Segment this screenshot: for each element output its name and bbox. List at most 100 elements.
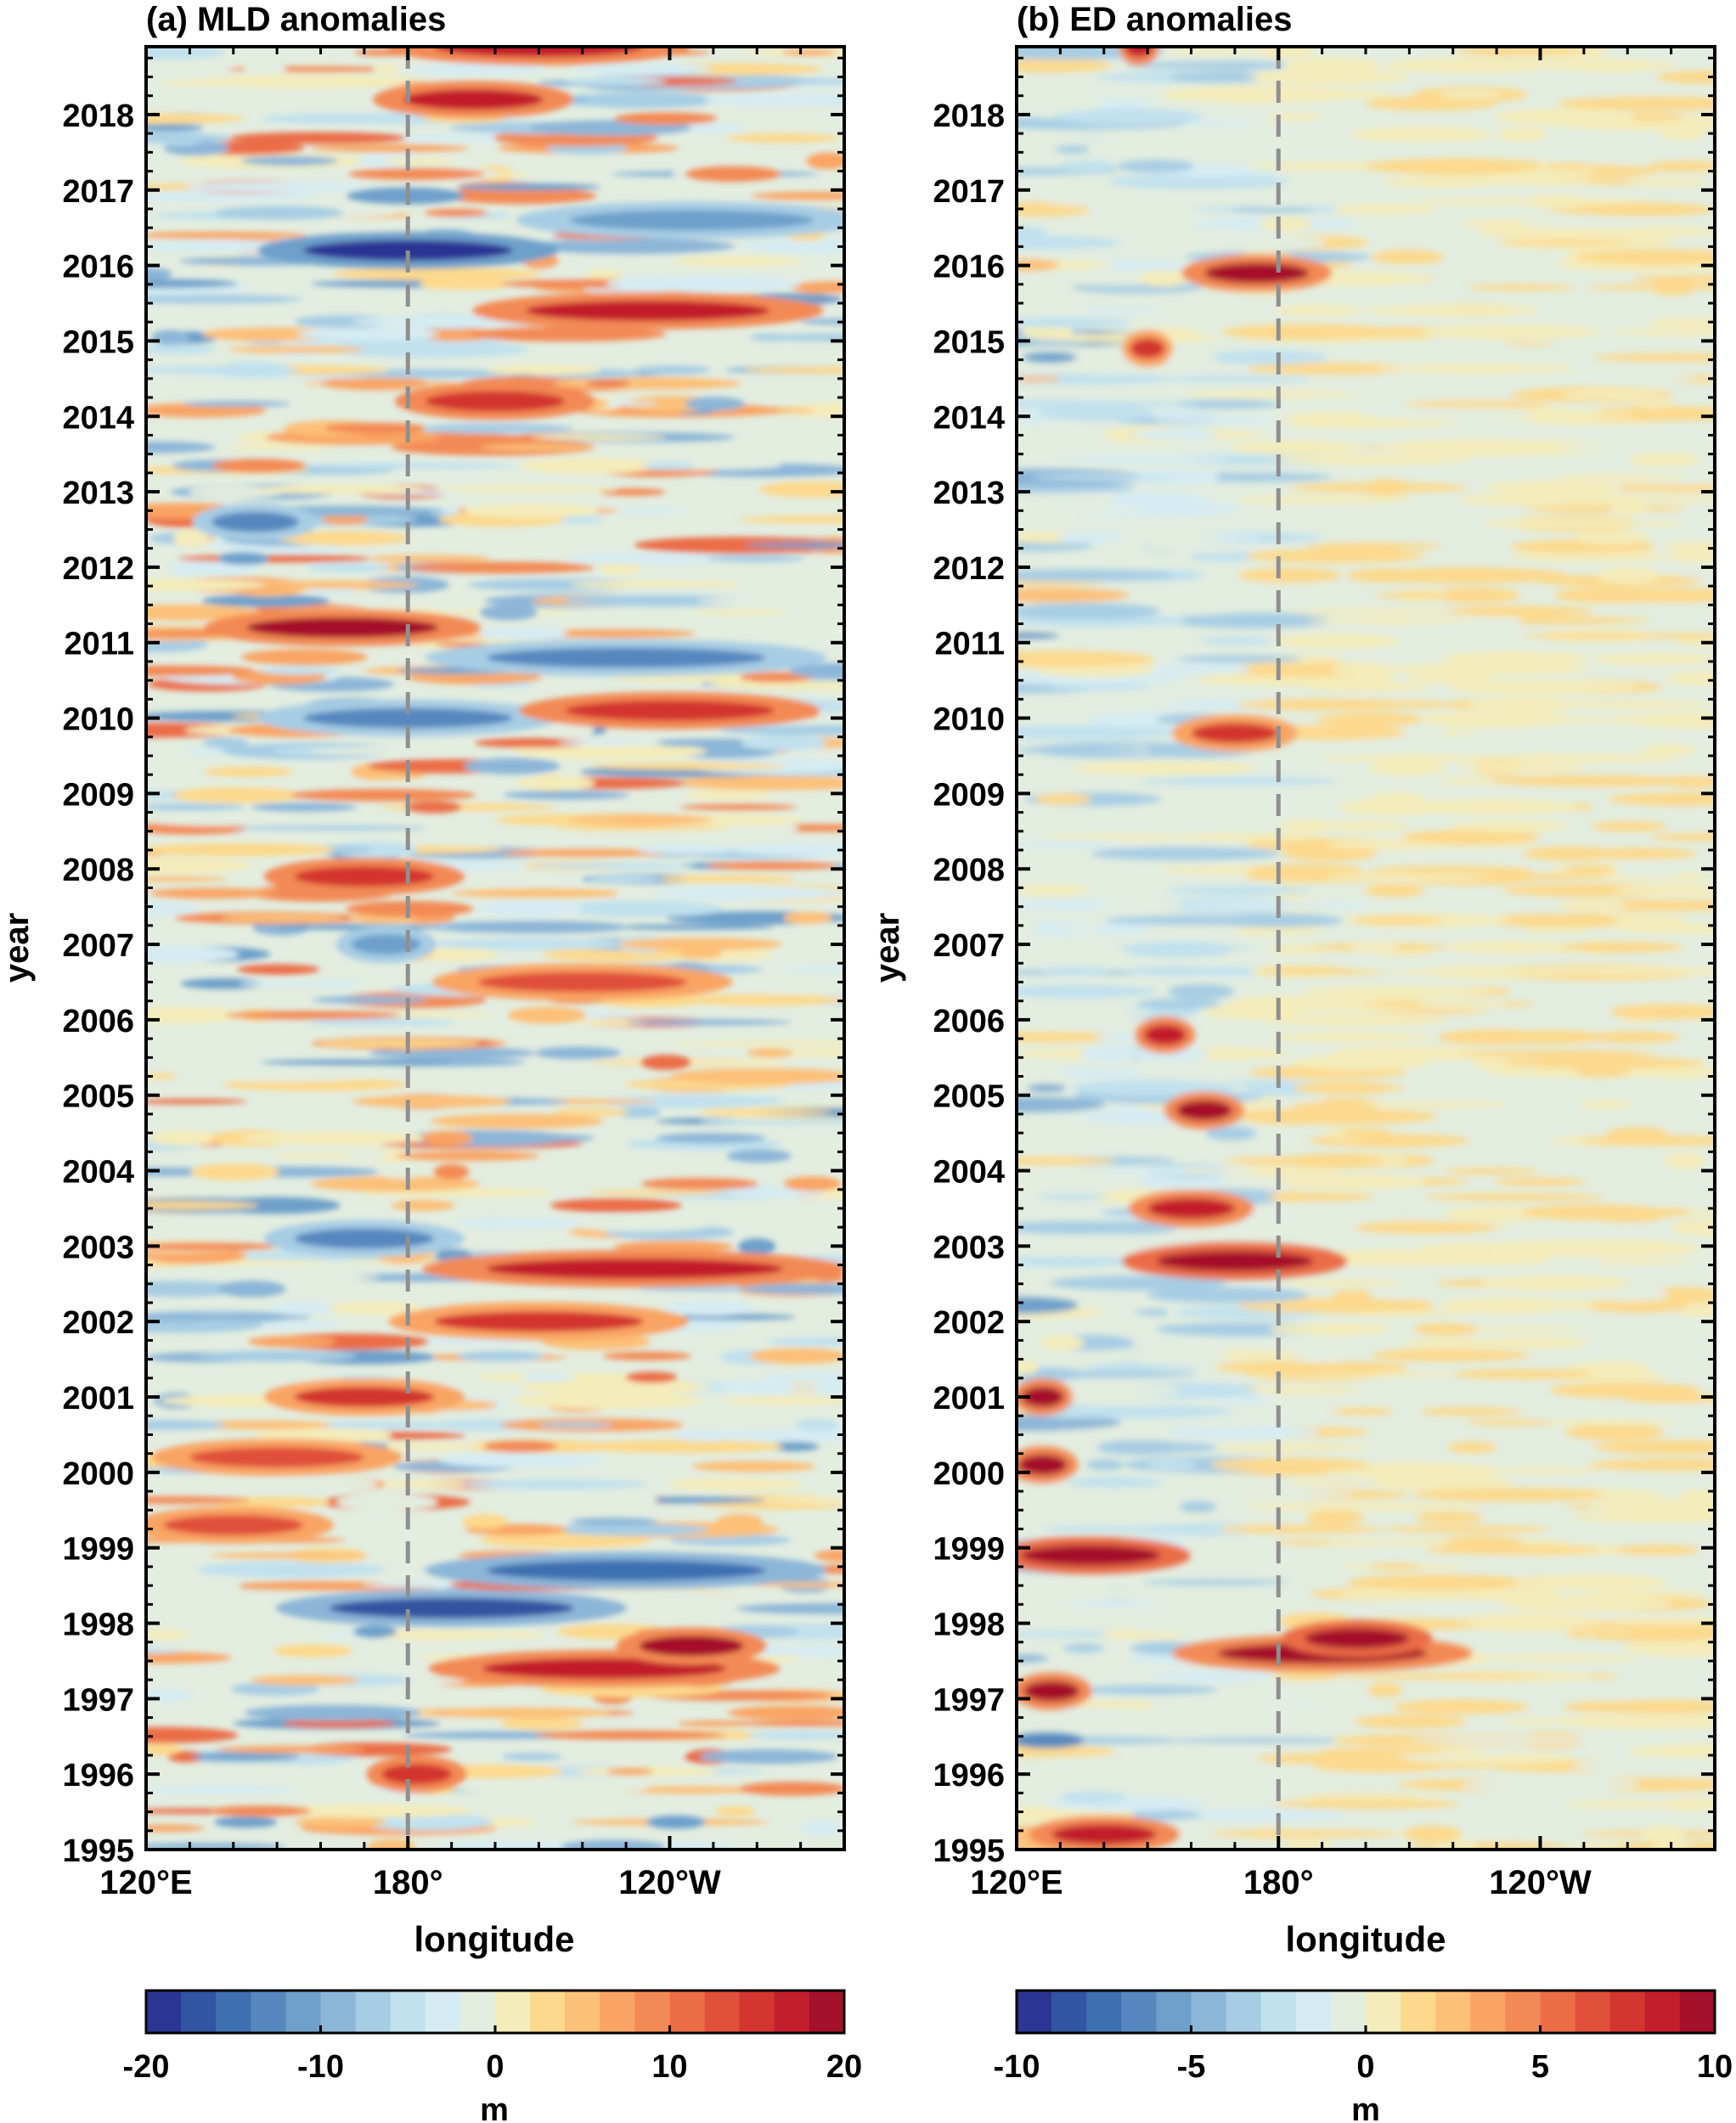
anomaly-patch xyxy=(1553,587,1676,604)
anomaly-patch xyxy=(1319,1748,1446,1755)
anomaly-patch xyxy=(418,423,574,434)
anomaly-patch xyxy=(1017,373,1174,385)
anomaly-patch xyxy=(1592,1289,1670,1302)
anomaly-patch xyxy=(671,1040,844,1046)
y-tick-label: 2018 xyxy=(62,99,134,134)
y-tick-label: 2006 xyxy=(62,1004,134,1039)
y-tick-label: 2015 xyxy=(62,324,134,360)
anomaly-patch xyxy=(1246,1502,1455,1512)
anomaly-patch xyxy=(146,365,302,374)
panel-a-title: (a) MLD anomalies xyxy=(146,1,446,38)
anomaly-patch xyxy=(1310,821,1412,831)
anomaly-patch xyxy=(308,746,468,756)
y-tick-label: 2006 xyxy=(933,1004,1005,1039)
y-tick-label: 2017 xyxy=(933,174,1005,210)
anomaly-patch xyxy=(1592,352,1715,362)
anomaly-patch xyxy=(429,938,627,950)
anomaly-patch xyxy=(190,1753,299,1760)
anomaly-patch xyxy=(214,1816,278,1828)
anomaly-patch xyxy=(533,629,696,638)
anomaly-patch xyxy=(1510,549,1669,562)
anomaly-patch xyxy=(1117,160,1195,173)
anomaly-patch xyxy=(546,723,595,738)
anomaly-patch xyxy=(149,887,275,899)
anomaly-patch xyxy=(146,1420,227,1430)
x-tick-label: 180° xyxy=(373,1864,443,1901)
anomaly-patch xyxy=(1383,1525,1552,1533)
anomaly-patch xyxy=(566,552,736,565)
colorbar-level xyxy=(1260,1991,1297,2033)
anomaly-patch xyxy=(214,206,345,220)
anomaly-patch xyxy=(1017,1744,1117,1758)
anomaly-patch xyxy=(1139,271,1188,287)
anomaly-patch xyxy=(565,77,667,86)
anomaly-patch xyxy=(716,1513,764,1529)
anomaly-patch xyxy=(542,269,587,279)
anomaly-patch xyxy=(419,277,513,290)
anomaly-patch xyxy=(1184,391,1360,398)
colorbar-level xyxy=(809,1991,845,2033)
anomaly-patch xyxy=(1467,284,1576,291)
anomaly-patch xyxy=(568,1150,689,1162)
anomaly-patch xyxy=(420,1130,473,1146)
anomaly-patch xyxy=(553,1108,631,1117)
anomaly-patch xyxy=(1149,1698,1277,1712)
anomaly-patch xyxy=(146,1824,205,1833)
anomaly-patch xyxy=(1593,1439,1715,1455)
anomaly-patch xyxy=(1520,1574,1669,1591)
anomaly-patch xyxy=(584,269,624,279)
anomaly-patch xyxy=(690,1383,844,1390)
anomaly-patch xyxy=(201,594,330,607)
anomaly-patch xyxy=(1132,801,1320,814)
anomaly-patch xyxy=(535,1046,621,1060)
anomaly-patch xyxy=(1635,399,1672,409)
anomaly-patch xyxy=(1350,942,1401,953)
anomaly-patch xyxy=(1500,1595,1672,1612)
anomaly-patch xyxy=(781,1645,844,1657)
anomaly-patch xyxy=(638,1286,766,1292)
anomaly-patch xyxy=(656,1133,766,1144)
anomaly-patch xyxy=(706,555,805,563)
anomaly-patch xyxy=(1038,405,1155,422)
anomaly-patch xyxy=(560,1839,666,1850)
anomaly-patch xyxy=(699,1109,832,1116)
anomaly-patch xyxy=(1401,830,1541,845)
anomaly-patch xyxy=(1419,324,1602,340)
anomaly-patch xyxy=(414,947,498,961)
anomaly-patch xyxy=(758,481,844,498)
anomaly-patch xyxy=(1537,1240,1701,1257)
anomaly-patch xyxy=(1323,872,1491,881)
heatmap-texture xyxy=(1017,47,1715,1850)
anomaly-patch xyxy=(261,113,417,124)
anomaly-patch xyxy=(1608,792,1715,806)
anomaly-patch xyxy=(1578,1100,1633,1109)
anomaly-patch xyxy=(464,757,561,774)
anomaly-patch xyxy=(1017,541,1095,552)
anomaly-patch xyxy=(800,921,844,932)
anomaly-patch xyxy=(1058,160,1117,172)
feature-core-22 xyxy=(569,210,814,231)
anomaly-patch xyxy=(1628,453,1700,467)
anomaly-patch xyxy=(521,457,660,474)
anomaly-patch xyxy=(738,515,844,524)
feature-core-1 xyxy=(1023,1681,1079,1702)
anomaly-patch xyxy=(1017,569,1175,583)
anomaly-patch xyxy=(1272,454,1471,465)
anomaly-patch xyxy=(743,542,844,549)
anomaly-patch xyxy=(562,594,759,607)
anomaly-patch xyxy=(146,294,303,304)
y-tick-label: 2012 xyxy=(933,551,1005,587)
anomaly-patch xyxy=(1479,753,1682,763)
anomaly-patch xyxy=(1080,1045,1140,1062)
anomaly-patch xyxy=(331,842,418,859)
anomaly-patch xyxy=(347,187,465,205)
anomaly-patch xyxy=(1209,1457,1370,1472)
anomaly-patch xyxy=(1680,1489,1715,1501)
anomaly-patch xyxy=(722,1396,844,1405)
anomaly-patch xyxy=(783,911,833,925)
anomaly-patch xyxy=(247,1336,336,1348)
anomaly-patch xyxy=(705,861,838,870)
anomaly-patch xyxy=(1133,1524,1220,1534)
y-tick-label: 2008 xyxy=(933,853,1005,888)
anomaly-patch xyxy=(1017,259,1060,271)
